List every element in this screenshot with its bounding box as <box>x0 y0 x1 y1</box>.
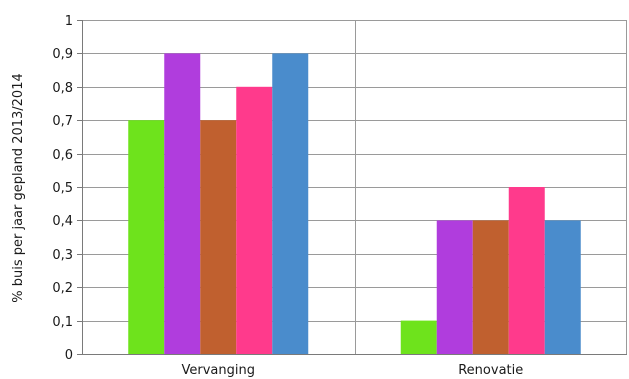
y-tick-label: 0,8 <box>52 81 73 96</box>
y-tick-label: 0,9 <box>52 47 73 62</box>
category-labels: Vervanging Renovatie <box>182 363 524 378</box>
bar-renovatie-5 <box>544 220 581 354</box>
y-tick-label: 0,4 <box>52 214 73 229</box>
y-tick-label: 0,7 <box>52 114 73 129</box>
category-label: Vervanging <box>182 363 255 378</box>
y-tick-label: 0,3 <box>52 248 73 263</box>
y-tick-label: 0 <box>65 348 73 363</box>
bar-vervanging-1 <box>128 120 165 354</box>
bar-vervanging-4 <box>236 86 273 355</box>
bar-renovatie-4 <box>508 187 545 354</box>
y-tick-label: 1 <box>65 14 73 29</box>
bar-vervanging-5 <box>272 53 309 355</box>
bar-vervanging-3 <box>200 120 237 354</box>
bar-renovatie-1 <box>400 320 437 354</box>
axes <box>82 20 627 355</box>
y-tick-label: 0,1 <box>52 315 73 330</box>
y-tick-label: 0,6 <box>52 148 73 163</box>
y-tick-label: 0,5 <box>52 181 73 196</box>
bar-vervanging-2 <box>164 53 201 355</box>
bar-renovatie-3 <box>472 220 509 354</box>
y-tick-labels: 0 0,1 0,2 0,3 0,4 0,5 0,6 0,7 0,8 0,9 1 <box>52 14 73 363</box>
y-axis-title: % buis per jaar gepland 2013/2014 <box>11 73 26 303</box>
bar-renovatie-2 <box>436 220 473 354</box>
y-tick-label: 0,2 <box>52 281 73 296</box>
bars <box>128 53 581 355</box>
category-label: Renovatie <box>458 363 523 378</box>
